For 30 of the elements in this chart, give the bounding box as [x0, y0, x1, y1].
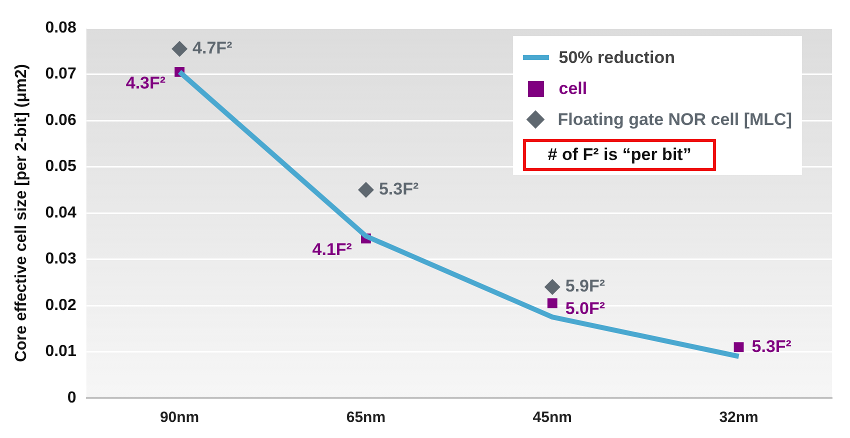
y-tick-label: 0.06: [45, 112, 76, 129]
point: [172, 40, 188, 57]
annotation: 4.1F²: [312, 240, 352, 260]
legend-label: 50% reduction: [558, 48, 675, 68]
y-tick-label: 0.03: [45, 250, 76, 268]
point: [358, 182, 374, 198]
annotation: 5.0F²: [565, 298, 606, 318]
y-tick-label: 0.08: [45, 19, 76, 36]
y-axis-title: Core effective cell size [per 2-bit] (μm2): [13, 64, 30, 362]
y-tick-label: 0: [67, 389, 76, 406]
y-tick-label: 0.07: [45, 66, 76, 83]
legend-label: Floating gate NOR cell [MLC]: [558, 110, 792, 130]
x-tick-label: 32nm: [719, 409, 758, 426]
note-outline: # of F² is “per bit”: [522, 139, 716, 171]
y-tick-label: 0.05: [45, 158, 76, 176]
legend-label: cell: [558, 78, 588, 98]
x-tick-label: 90nm: [160, 409, 200, 426]
annotation: 5.9F²: [565, 276, 606, 296]
annotation: 4.3F²: [126, 74, 166, 93]
y-tick-label: 0.02: [45, 296, 76, 314]
annotation: 5.3F²: [752, 336, 792, 356]
annotation: 5.3F²: [378, 180, 419, 199]
annotation: 4.7F²: [192, 38, 233, 58]
y-tick-label: 0.04: [45, 204, 76, 222]
x-tick-label: 45nm: [532, 409, 572, 426]
point: [544, 279, 560, 295]
y-tick-label: 0.01: [45, 343, 76, 360]
point: [734, 342, 744, 352]
point: [547, 298, 558, 308]
x-tick-label: 65nm: [346, 409, 386, 426]
